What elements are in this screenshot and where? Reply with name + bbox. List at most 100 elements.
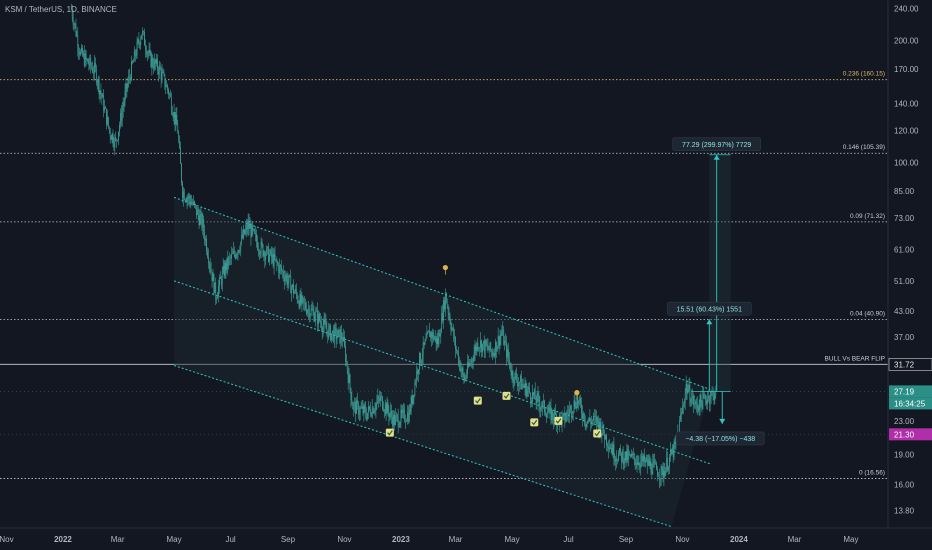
candle-body	[160, 69, 162, 80]
candle-body	[302, 296, 304, 298]
candle-body	[628, 453, 630, 460]
candle-body	[581, 404, 582, 414]
candle-body	[235, 254, 237, 258]
candle-body	[370, 409, 371, 415]
candle-body	[226, 257, 228, 271]
candle-body	[570, 406, 571, 410]
candle-body	[83, 53, 85, 66]
candle-body	[640, 460, 642, 467]
candle-body	[346, 361, 348, 371]
candle-body	[491, 350, 493, 352]
candle-body	[517, 380, 518, 387]
candle-body	[411, 396, 413, 404]
candle-body	[531, 400, 532, 403]
candle-body	[674, 441, 676, 444]
candle-body	[694, 403, 695, 405]
candle-body	[706, 400, 707, 404]
candle-body	[589, 417, 591, 421]
measure-label-box	[666, 301, 752, 316]
candle-body	[159, 65, 161, 70]
candle-body	[513, 380, 515, 384]
candle-body	[471, 359, 473, 361]
candle-body	[307, 308, 309, 311]
candle-body	[93, 72, 94, 73]
candle-body	[656, 463, 657, 470]
candle-body	[415, 381, 417, 383]
candle-body	[664, 471, 666, 476]
candle-body	[204, 231, 205, 241]
candle-body	[175, 114, 177, 124]
candle-body	[554, 411, 556, 421]
chart-markers	[385, 264, 602, 438]
candle-body	[443, 300, 444, 321]
candle-body	[710, 391, 712, 400]
candle-body	[624, 451, 626, 462]
candle-body	[526, 390, 528, 397]
candle-body	[317, 310, 318, 324]
candle-body	[194, 201, 195, 204]
candle-body	[292, 284, 293, 288]
candle-body	[314, 318, 316, 322]
candle-body	[133, 50, 135, 62]
candle-body	[212, 274, 214, 282]
candle-body	[255, 232, 256, 235]
candle-body	[524, 382, 526, 388]
measure-arrowhead	[719, 418, 726, 424]
measure-zone	[709, 154, 731, 392]
candle-body	[714, 395, 716, 401]
checkmark-icon	[385, 428, 394, 437]
candle-body	[208, 263, 210, 265]
candle-body	[219, 277, 220, 286]
candle-body	[107, 116, 108, 125]
candle-body	[180, 147, 181, 164]
candle-body	[225, 262, 227, 271]
candle-body	[485, 340, 487, 346]
candle-body	[394, 414, 395, 425]
candle-body	[529, 387, 531, 393]
candle-body	[520, 375, 521, 383]
candle-body	[383, 410, 385, 412]
candle-body	[400, 410, 402, 423]
candle-body	[611, 448, 613, 455]
candle-body	[508, 358, 510, 363]
candle-body	[138, 39, 140, 43]
candle-body	[100, 90, 102, 95]
candle-body	[658, 476, 660, 480]
candle-body	[645, 460, 646, 463]
candle-body	[412, 394, 414, 404]
candle-body	[379, 398, 380, 401]
candle-body	[700, 394, 702, 402]
candle-body	[455, 337, 456, 350]
candle-body	[397, 415, 399, 427]
candle-body	[578, 400, 580, 404]
candle-body	[92, 67, 93, 73]
candle-body	[145, 45, 146, 51]
candle-body	[695, 401, 697, 405]
candle-body	[521, 384, 523, 390]
candle-body	[514, 372, 516, 384]
candle-body	[448, 312, 450, 316]
candle-body	[73, 23, 75, 25]
candle-body	[343, 336, 344, 342]
candle-body	[337, 330, 339, 337]
candle-body	[673, 441, 675, 457]
candle-body	[520, 375, 522, 390]
candle-body	[577, 397, 579, 404]
candle-body	[231, 253, 232, 259]
candle-body	[205, 238, 206, 241]
candle-body	[583, 413, 584, 419]
candle-body	[458, 361, 460, 364]
candle-body	[432, 332, 433, 339]
channel-line-upper	[173, 196, 711, 390]
candle-body	[519, 382, 520, 384]
candle-body	[273, 254, 275, 266]
candle-body	[409, 409, 411, 413]
candle-body	[77, 35, 79, 48]
candle-body	[633, 453, 634, 456]
candle-body	[178, 133, 180, 141]
candle-body	[655, 463, 656, 464]
candle-body	[518, 383, 519, 387]
candle-body	[636, 463, 638, 465]
candle-body	[166, 84, 168, 88]
